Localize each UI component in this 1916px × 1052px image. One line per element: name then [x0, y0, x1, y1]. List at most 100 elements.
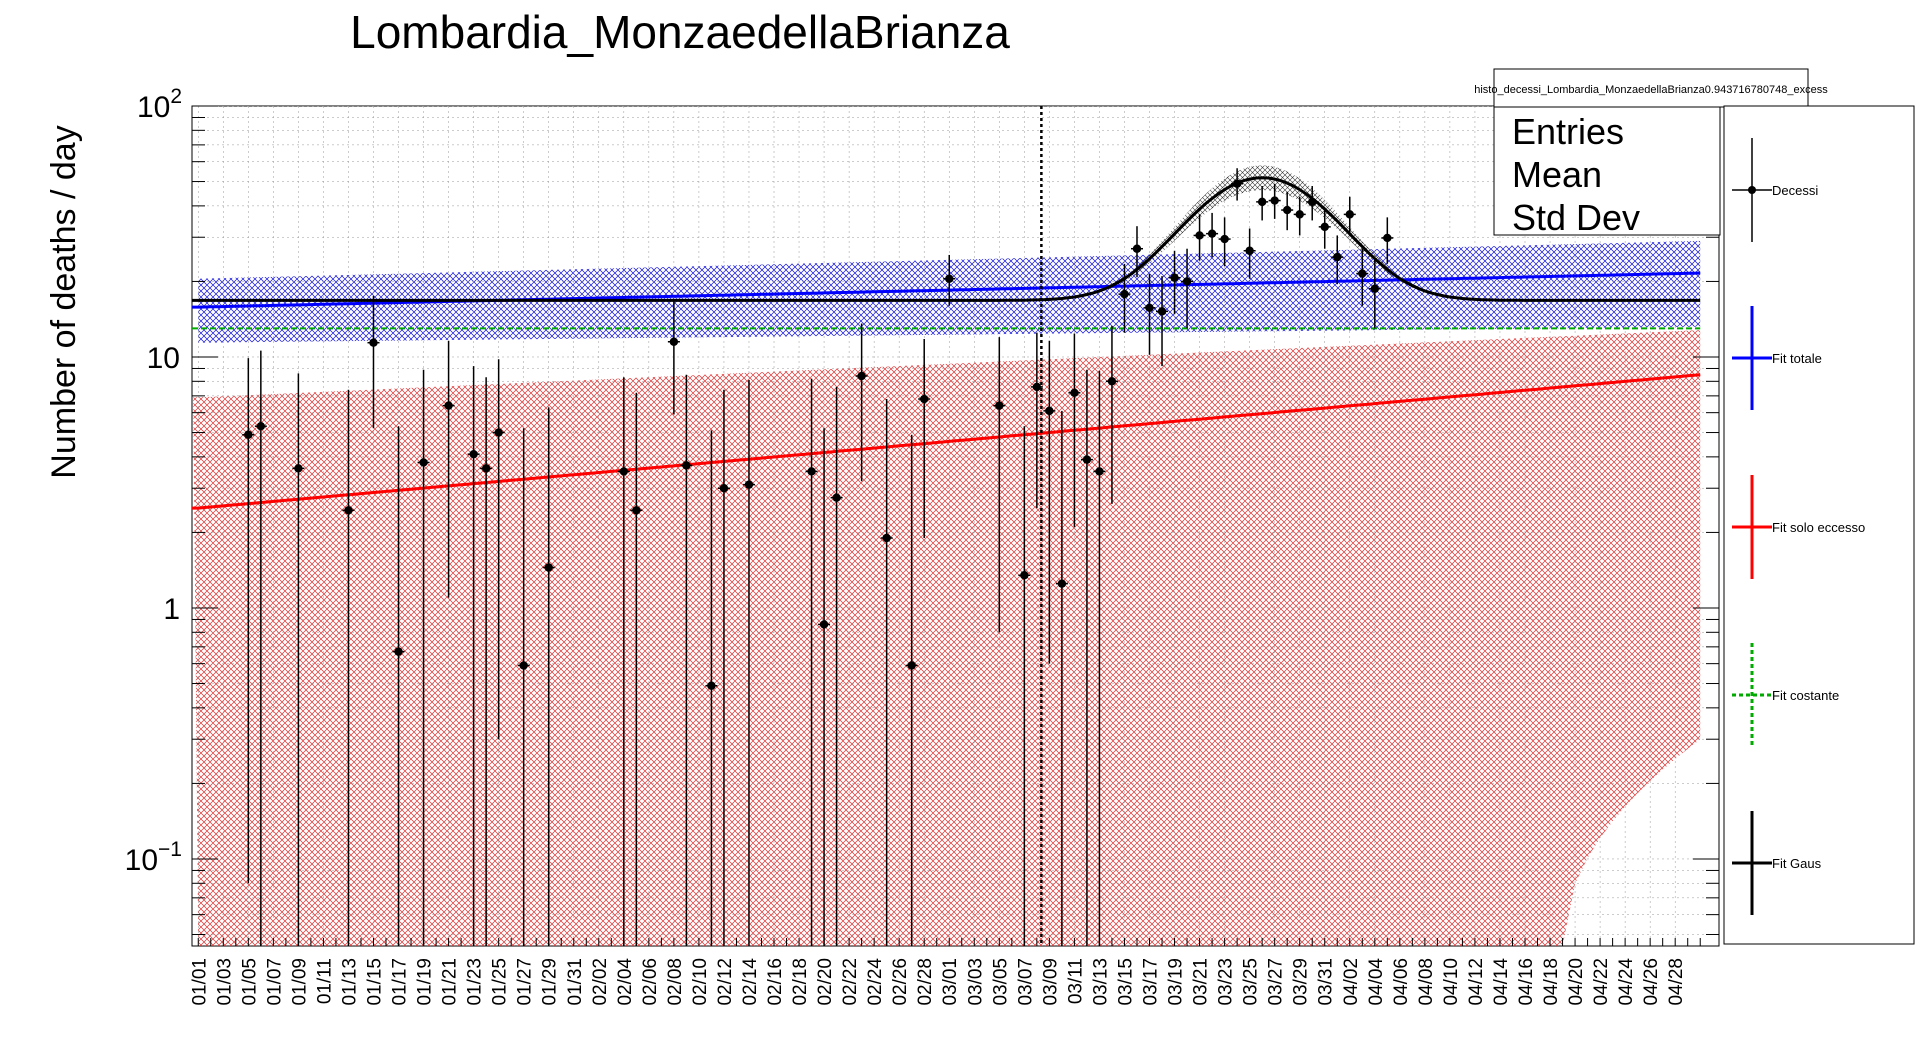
data-point: [544, 563, 553, 572]
histogram-name: histo_decessi_Lombardia_MonzaedellaBrian…: [1474, 84, 1828, 96]
x-tick-label: 02/16: [765, 958, 786, 1006]
data-point: [469, 449, 478, 459]
legend-item: Fit totale: [1732, 306, 1822, 410]
data-point: [619, 467, 629, 476]
y-axis-label: Number of deaths / day: [45, 125, 83, 478]
stats-mean-label: Mean: [1512, 154, 1602, 195]
x-tick-label: 02/28: [915, 958, 936, 1006]
data-point: [1170, 273, 1179, 282]
data-point: [719, 484, 729, 493]
x-tick-label: 04/20: [1566, 958, 1587, 1006]
plot-content: [192, 106, 1719, 946]
x-tick-label: 01/09: [289, 958, 310, 1006]
x-tick-label: 03/29: [1291, 958, 1312, 1006]
x-tick-label: 02/14: [740, 958, 761, 1006]
data-point: [819, 620, 829, 629]
x-tick-label: 04/04: [1366, 958, 1387, 1006]
legend-label: Fit solo eccesso: [1772, 520, 1865, 535]
data-point: [907, 661, 916, 670]
data-point: [1020, 571, 1029, 580]
legend-item: Fit costante: [1732, 643, 1839, 747]
data-point: [669, 337, 679, 346]
x-tick-label: 03/17: [1141, 958, 1162, 1006]
data-point: [945, 274, 954, 283]
data-point: [632, 506, 641, 515]
legend-item: Fit solo eccesso: [1732, 475, 1865, 579]
fit-solo-eccesso-band: [193, 330, 1701, 946]
data-point: [1383, 233, 1392, 243]
x-tick-label: 04/26: [1641, 958, 1662, 1006]
stats-entries-label: Entries: [1512, 111, 1624, 152]
legend: Decessi Fit totale Fit solo eccesso Fit cos…: [1732, 138, 1865, 915]
x-tick-label: 04/14: [1491, 958, 1512, 1006]
data-point: [1120, 289, 1129, 299]
legend-item: Fit Gaus: [1732, 811, 1822, 915]
x-tick-label: 04/02: [1341, 958, 1362, 1006]
data-point: [1370, 284, 1379, 293]
data-point: [1195, 231, 1204, 240]
x-tick-label: 02/20: [815, 958, 836, 1006]
x-tick-label: 03/27: [1266, 958, 1287, 1006]
data-point: [1095, 467, 1104, 476]
x-tick-label: 01/11: [314, 958, 335, 1004]
data-point: [707, 681, 716, 690]
data-point: [1345, 210, 1354, 219]
x-tick-label: 01/25: [490, 958, 511, 1006]
data-point: [494, 428, 503, 437]
x-tick-label: 01/21: [440, 958, 461, 1006]
data-point: [1282, 205, 1292, 215]
x-tick-label: 01/13: [339, 958, 360, 1006]
x-tick-label: 02/10: [690, 958, 711, 1006]
x-tick-label: 02/18: [790, 958, 811, 1006]
data-point: [294, 464, 303, 473]
data-point: [807, 467, 816, 476]
x-tick-label: 04/10: [1441, 958, 1462, 1006]
x-tick-label: 03/13: [1090, 958, 1111, 1006]
x-tick-label: 03/25: [1241, 958, 1262, 1006]
x-tick-label: 04/22: [1591, 958, 1612, 1006]
data-point: [1182, 277, 1192, 286]
data-point: [1270, 196, 1279, 205]
x-tick-label: 02/26: [890, 958, 911, 1006]
y-tick-label: 10−1: [125, 838, 182, 877]
data-point: [444, 401, 453, 410]
legend-label: Fit costante: [1772, 688, 1839, 703]
x-tick-label: 03/09: [1040, 958, 1061, 1006]
plot-area: 10−1 1 10 102 01/01 01/03 01/05 01/07 01/09 01/11…: [125, 85, 1720, 1006]
data-point: [1308, 197, 1317, 207]
y-tick-label: 102: [137, 85, 182, 124]
x-tick-label: 01/27: [515, 958, 536, 1006]
legend-label: Decessi: [1772, 183, 1818, 198]
x-tick-label: 02/24: [865, 958, 886, 1006]
x-tick-label: 02/22: [840, 958, 861, 1006]
x-tick-label: 02/02: [590, 958, 611, 1006]
data-point: [1220, 234, 1229, 244]
chart-title: Lombardia_MonzaedellaBrianza: [350, 6, 1010, 58]
x-tick-label: 01/15: [364, 958, 385, 1006]
legend-decessi-marker: [1748, 186, 1756, 194]
stats-stddev-label: Std Dev: [1512, 197, 1640, 238]
x-tick-label: 03/07: [1015, 958, 1036, 1006]
x-tick-label: 01/23: [465, 958, 486, 1006]
data-point: [882, 533, 891, 543]
data-point: [1232, 179, 1242, 188]
x-tick-label: 03/15: [1115, 958, 1136, 1006]
data-point: [1320, 222, 1329, 232]
x-tick-label: 01/31: [565, 958, 586, 1006]
x-tick-label: 04/08: [1416, 958, 1437, 1006]
data-point: [995, 401, 1004, 410]
x-tick-label: 01/03: [214, 958, 235, 1006]
data-point: [419, 458, 428, 467]
legend-label: Fit Gaus: [1772, 856, 1822, 871]
x-tick-label: 04/18: [1541, 958, 1562, 1006]
data-point: [744, 480, 754, 489]
data-point: [369, 338, 378, 347]
data-point: [1032, 382, 1042, 392]
data-point: [1132, 244, 1142, 253]
data-point: [394, 647, 403, 656]
x-tick-label: 03/03: [965, 958, 986, 1006]
x-tick-label: 02/08: [665, 958, 686, 1006]
data-point: [244, 430, 253, 439]
data-point: [832, 493, 841, 502]
